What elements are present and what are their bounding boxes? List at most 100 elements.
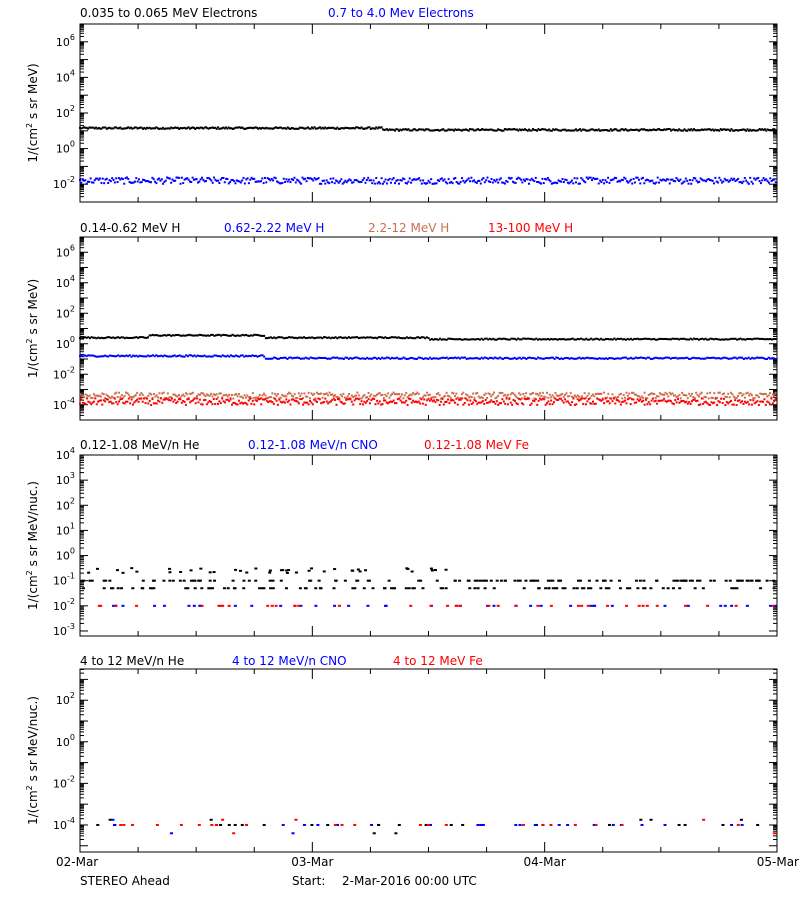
data-point (222, 126, 225, 129)
data-point (631, 128, 634, 131)
data-point (419, 356, 422, 359)
data-point (501, 391, 504, 394)
data-point (121, 127, 124, 130)
data-point (633, 181, 636, 184)
data-point (372, 356, 375, 359)
data-point (359, 181, 362, 184)
data-point (706, 604, 710, 607)
data-point (253, 396, 256, 399)
data-point (335, 179, 338, 182)
data-point (723, 392, 726, 395)
data-point (174, 126, 177, 129)
data-point (187, 178, 190, 181)
data-point (729, 179, 732, 182)
data-point (192, 126, 195, 129)
data-point (294, 127, 297, 130)
data-point (697, 403, 700, 406)
data-point (453, 401, 456, 404)
data-point (301, 336, 304, 339)
data-point (503, 337, 506, 340)
data-point (198, 355, 201, 358)
data-point (538, 181, 541, 184)
data-point (522, 403, 525, 406)
data-point (341, 182, 344, 185)
data-point (410, 129, 413, 132)
data-point (286, 357, 289, 360)
data-point (541, 823, 545, 826)
data-point (428, 393, 431, 396)
data-point (631, 338, 634, 341)
data-point (173, 334, 176, 337)
data-point (618, 579, 622, 582)
data-point (742, 357, 745, 360)
data-point (608, 338, 611, 341)
data-point (677, 398, 680, 401)
data-point (182, 579, 186, 582)
data-point (217, 604, 221, 607)
data-point (278, 398, 281, 401)
data-point (369, 127, 372, 130)
data-point (378, 391, 381, 394)
data-point (762, 177, 765, 180)
data-point (454, 356, 457, 359)
data-point (752, 397, 755, 400)
data-point (455, 392, 458, 395)
data-point (387, 356, 390, 359)
data-point (640, 177, 643, 180)
data-point (274, 392, 277, 395)
data-point (617, 395, 620, 398)
data-point (515, 128, 518, 131)
data-point (597, 182, 600, 185)
data-point (728, 401, 731, 404)
data-point (469, 180, 472, 183)
data-point (660, 129, 663, 132)
data-point (147, 127, 150, 130)
data-point (451, 182, 454, 185)
data-point (586, 604, 590, 607)
data-point (591, 128, 594, 131)
data-point (462, 179, 465, 182)
data-point (316, 177, 319, 180)
data-point (752, 337, 755, 340)
data-point (503, 182, 506, 185)
data-point (678, 393, 681, 396)
data-point (436, 179, 439, 182)
data-point (322, 401, 325, 404)
data-point (497, 403, 500, 406)
data-point (484, 398, 487, 401)
data-point (341, 357, 344, 360)
data-point (261, 126, 264, 129)
data-point (138, 397, 141, 400)
data-point (371, 182, 374, 185)
data-point (524, 128, 527, 131)
data-point (523, 397, 526, 400)
data-point (610, 397, 613, 400)
data-point (348, 397, 351, 400)
data-point (741, 128, 744, 131)
data-point (166, 176, 169, 179)
data-point (774, 391, 777, 394)
data-point (640, 400, 643, 403)
data-point (747, 129, 750, 132)
data-point (381, 182, 384, 185)
data-point (487, 180, 490, 183)
data-point (190, 127, 193, 130)
data-point (557, 394, 560, 397)
data-point (685, 394, 688, 397)
data-point (509, 401, 512, 404)
data-point (676, 337, 679, 340)
data-point (234, 126, 237, 129)
data-point (530, 392, 533, 395)
data-point (430, 396, 433, 399)
data-point (159, 397, 162, 400)
data-point (759, 337, 762, 340)
data-point (655, 579, 659, 582)
data-point (261, 394, 264, 397)
data-point (700, 178, 703, 181)
data-point (741, 394, 744, 397)
data-point (304, 401, 307, 404)
data-point (512, 398, 515, 401)
data-point (605, 338, 608, 341)
data-point (545, 129, 548, 132)
